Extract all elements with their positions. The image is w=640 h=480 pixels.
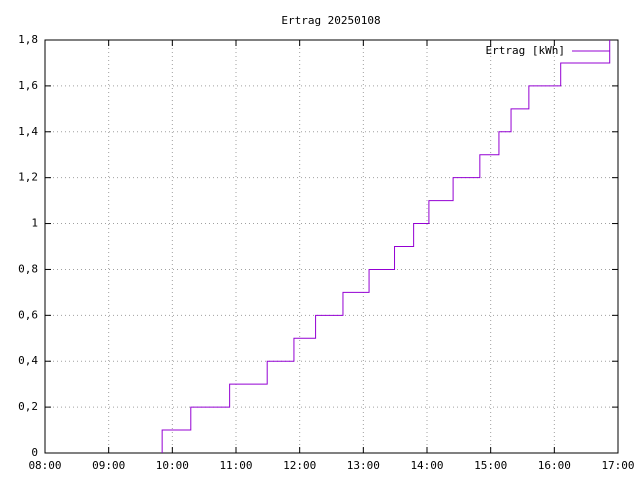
series-line — [161, 40, 611, 453]
y-tick-label: 1,8 — [18, 33, 38, 46]
x-tick-label: 14:00 — [410, 459, 443, 472]
y-tick-label: 0 — [31, 446, 38, 459]
y-tick-label: 1,4 — [18, 125, 38, 138]
y-tick-label: 1,6 — [18, 79, 38, 92]
x-tick-label: 13:00 — [347, 459, 380, 472]
plot-border — [44, 39, 619, 454]
y-tick-label: 0,6 — [18, 308, 38, 321]
y-tick-label: 0,4 — [18, 354, 38, 367]
x-tick-label: 10:00 — [156, 459, 189, 472]
x-tick-label: 11:00 — [219, 459, 252, 472]
y-tick-label: 1 — [31, 217, 38, 230]
x-tick-label: 12:00 — [283, 459, 316, 472]
legend-label: Ertrag [kWh] — [486, 44, 565, 57]
x-tick-label: 16:00 — [538, 459, 571, 472]
x-tick-label: 08:00 — [28, 459, 61, 472]
chart-title: Ertrag 20250108 — [281, 14, 380, 27]
y-tick-label: 0,8 — [18, 262, 38, 275]
x-tick-label: 15:00 — [474, 459, 507, 472]
y-tick-label: 0,2 — [18, 400, 38, 413]
y-tick-label: 1,2 — [18, 171, 38, 184]
x-tick-label: 09:00 — [92, 459, 125, 472]
x-tick-label: 17:00 — [601, 459, 634, 472]
